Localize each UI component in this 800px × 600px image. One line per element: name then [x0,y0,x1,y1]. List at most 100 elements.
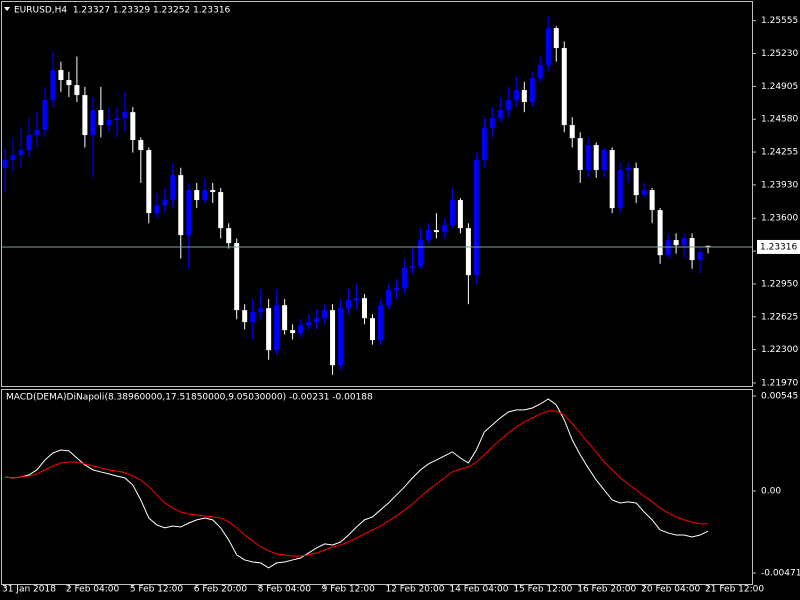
candle-body [377,305,383,341]
x-tick-label: 5 Feb 12:00 [130,585,184,595]
candle-body [234,243,240,311]
candle-body [266,308,272,351]
candle-body [218,192,224,229]
candle-body [425,230,431,241]
y-tick-label: 1.22625 [761,312,798,322]
candle-body [10,155,16,161]
candle-body [497,110,503,119]
candle-body [569,125,575,139]
candle-body [170,175,176,201]
y-tick-label: 0.00 [761,486,781,496]
candle-body [362,298,368,319]
candle-body [258,308,264,313]
candle-body [370,318,376,341]
candle-body [401,268,407,289]
y-tick-label: 1.24580 [761,115,798,125]
candle-body [641,190,647,196]
x-tick-label: 16 Feb 20:00 [577,585,636,595]
candle-body [178,175,184,236]
price-panel-frame [1,1,753,387]
candle-body [417,240,423,267]
candle-body [697,252,703,261]
candle-body [625,168,631,171]
price-title: EURUSD,H4 1.23327 1.23329 1.23252 1.2331… [14,6,231,16]
candle-body [705,245,711,247]
x-tick-label: 21 Feb 12:00 [705,585,764,595]
x-tick-label: 15 Feb 12:00 [513,585,572,595]
y-tick-label: 1.22300 [761,345,798,355]
candle-body [298,325,304,334]
macd-panel-frame [1,389,753,585]
y-tick-label: 1.23930 [761,180,798,190]
candle-body [26,135,32,151]
candle-body [505,100,511,111]
candle-body [314,318,320,323]
candle-body [130,112,136,141]
candle-body [122,112,128,119]
candle-body [50,69,56,101]
candle-body [441,225,447,233]
candle-body [90,110,96,136]
candle-body [633,168,639,196]
indicator-line [4,398,709,569]
candle-body [601,150,607,171]
candle-body [138,140,144,151]
candle-body [226,228,232,244]
candle-body [513,90,519,101]
x-tick-label: 31 Jan 2018 [2,585,56,595]
candle-body [338,308,344,366]
x-tick-label: 14 Feb 04:00 [449,585,508,595]
candle-body [681,238,687,246]
candle-body [665,240,671,256]
candle-body [521,90,527,103]
candle-body [689,238,695,261]
candle-body [98,110,104,126]
candle-body [18,150,24,156]
candle-body [354,298,360,301]
candle-body [489,118,495,129]
macd-title: MACD(DEMA)DiNapoli(8.38960000,17.5185000… [6,393,373,403]
candle-body [553,28,559,49]
candle-body [282,305,288,331]
candle-body [82,95,88,136]
candle-body [66,80,72,86]
candle-body [393,288,399,291]
candle-body [385,290,391,306]
candle-body [617,170,623,209]
candle-body [585,145,591,171]
candle-body [210,190,216,193]
candle-body [74,85,80,96]
x-tick-label: 20 Feb 04:00 [641,585,700,595]
candle-body [154,205,160,214]
candle-body [250,312,256,323]
candle-body [42,100,48,131]
candle-body [529,78,535,103]
candle-body [537,65,543,79]
candle-body [465,228,471,276]
candle-body [433,230,439,233]
candle-body [162,200,168,206]
candle-body [409,266,415,269]
x-tick-label: 2 Feb 04:00 [66,585,120,595]
candle-body [114,118,120,121]
y-tick-label: 0.00545 [761,391,798,401]
candle-body [673,240,679,246]
candle-body [202,190,208,201]
indicator-line [4,410,709,557]
candle-body [242,310,248,323]
candle-body [561,48,567,126]
y-tick-label: 1.21970 [761,378,798,388]
candle-body [2,160,8,168]
x-tick-label: 8 Feb 04:00 [258,585,312,595]
candle-body [186,190,192,236]
y-tick-label: 1.24905 [761,82,798,92]
y-tick-label: 1.22950 [761,279,798,289]
menu-triangle[interactable] [4,7,10,11]
candle-body [609,150,615,209]
candle-body [274,305,280,351]
x-tick-label: 6 Feb 20:00 [194,585,248,595]
candle-body [657,210,663,256]
x-tick-label: 12 Feb 20:00 [385,585,444,595]
candle-body [545,28,551,66]
